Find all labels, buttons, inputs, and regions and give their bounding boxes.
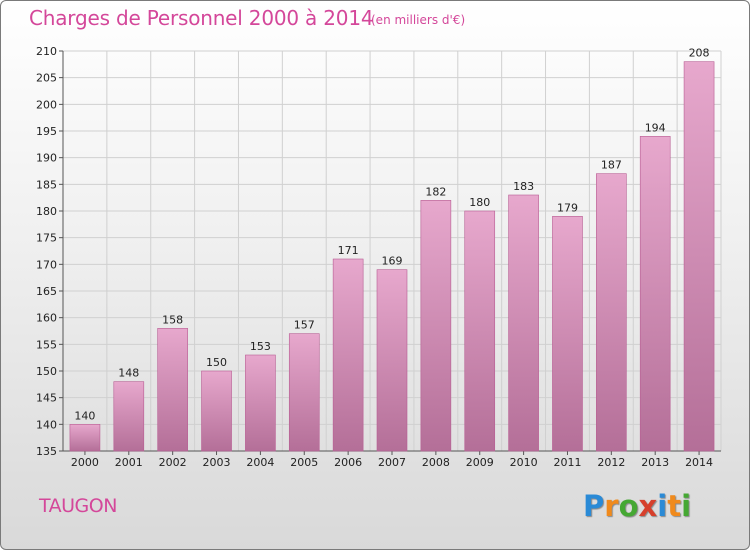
data-label: 194 — [645, 121, 666, 134]
y-tick-label: 210 — [36, 45, 57, 58]
data-label: 140 — [74, 409, 95, 422]
data-label: 148 — [118, 367, 139, 380]
x-tick-label: 2014 — [685, 456, 713, 469]
bar — [508, 194, 539, 452]
y-tick-label: 195 — [36, 125, 57, 138]
data-label: 157 — [294, 319, 315, 332]
x-tick-label: 2009 — [466, 456, 494, 469]
bar — [639, 136, 671, 452]
x-tick-label: 2000 — [71, 456, 99, 469]
y-tick-label: 150 — [36, 365, 57, 378]
x-tick-label: 2013 — [641, 456, 669, 469]
x-tick-label: 2010 — [510, 456, 538, 469]
y-tick-label: 180 — [36, 205, 57, 218]
data-label: 158 — [162, 313, 183, 326]
y-tick-label: 160 — [36, 312, 57, 325]
proxiti-logo: Proxiti — [583, 489, 691, 523]
y-tick-label: 135 — [36, 445, 57, 458]
bar — [245, 354, 276, 452]
data-label: 150 — [206, 356, 227, 369]
data-label: 182 — [425, 185, 446, 198]
y-tick-label: 190 — [36, 152, 57, 165]
data-label: 180 — [469, 196, 490, 209]
x-tick-label: 2003 — [203, 456, 231, 469]
x-tick-label: 2004 — [246, 456, 274, 469]
bar — [683, 61, 715, 452]
data-label: 187 — [601, 159, 622, 172]
x-tick-label: 2001 — [115, 456, 143, 469]
bar — [157, 328, 188, 452]
logo-letter: i — [681, 489, 692, 523]
chart-subtitle: (en milliers d'€) — [371, 13, 466, 27]
bars — [69, 61, 715, 452]
x-tick-label: 2008 — [422, 456, 450, 469]
y-tick-label: 185 — [36, 178, 57, 191]
y-tick-label: 175 — [36, 232, 57, 245]
bar — [288, 333, 320, 452]
y-tick-label: 140 — [36, 418, 57, 431]
x-tick-label: 2002 — [159, 456, 187, 469]
bar — [552, 216, 583, 452]
x-tick-label: 2006 — [334, 456, 362, 469]
bar — [596, 173, 627, 452]
y-tick-label: 165 — [36, 285, 57, 298]
data-label: 183 — [513, 180, 534, 193]
bar — [464, 210, 496, 452]
x-tick-label: 2007 — [378, 456, 406, 469]
bar — [69, 424, 101, 452]
bar — [332, 258, 364, 452]
logo-letter: x — [638, 489, 658, 523]
x-tick-label: 2005 — [290, 456, 318, 469]
y-tick-label: 145 — [36, 392, 57, 405]
logo-letter: i — [657, 489, 668, 523]
logo-letter: o — [618, 489, 639, 523]
bar — [376, 269, 408, 452]
logo-letter: P — [583, 489, 605, 523]
commune-name: TAUGON — [39, 495, 117, 517]
x-tick-label: 2011 — [553, 456, 581, 469]
labels: 140 148 158 150 153 157 171 169 182 180 183 179 187 1… — [74, 47, 709, 423]
y-tick-label: 155 — [36, 338, 57, 351]
data-label: 153 — [250, 340, 271, 353]
data-label: 208 — [689, 47, 710, 60]
logo-letter: t — [667, 489, 682, 523]
data-label: 171 — [338, 244, 359, 257]
data-label: 179 — [557, 201, 578, 214]
x-tick-label: 2012 — [597, 456, 625, 469]
bar — [113, 381, 145, 452]
bar — [420, 200, 452, 452]
y-tick-label: 170 — [36, 258, 57, 271]
logo-letter: r — [604, 489, 619, 523]
chart-title: Charges de Personnel 2000 à 2014 — [29, 6, 374, 30]
data-label: 169 — [382, 255, 403, 268]
y-tick-label: 200 — [36, 98, 57, 111]
axes: 135 140 145 150 155 160 165 170 175 180 185 190 195 2… — [36, 45, 721, 469]
bar — [201, 370, 232, 452]
y-tick-label: 205 — [36, 72, 57, 85]
